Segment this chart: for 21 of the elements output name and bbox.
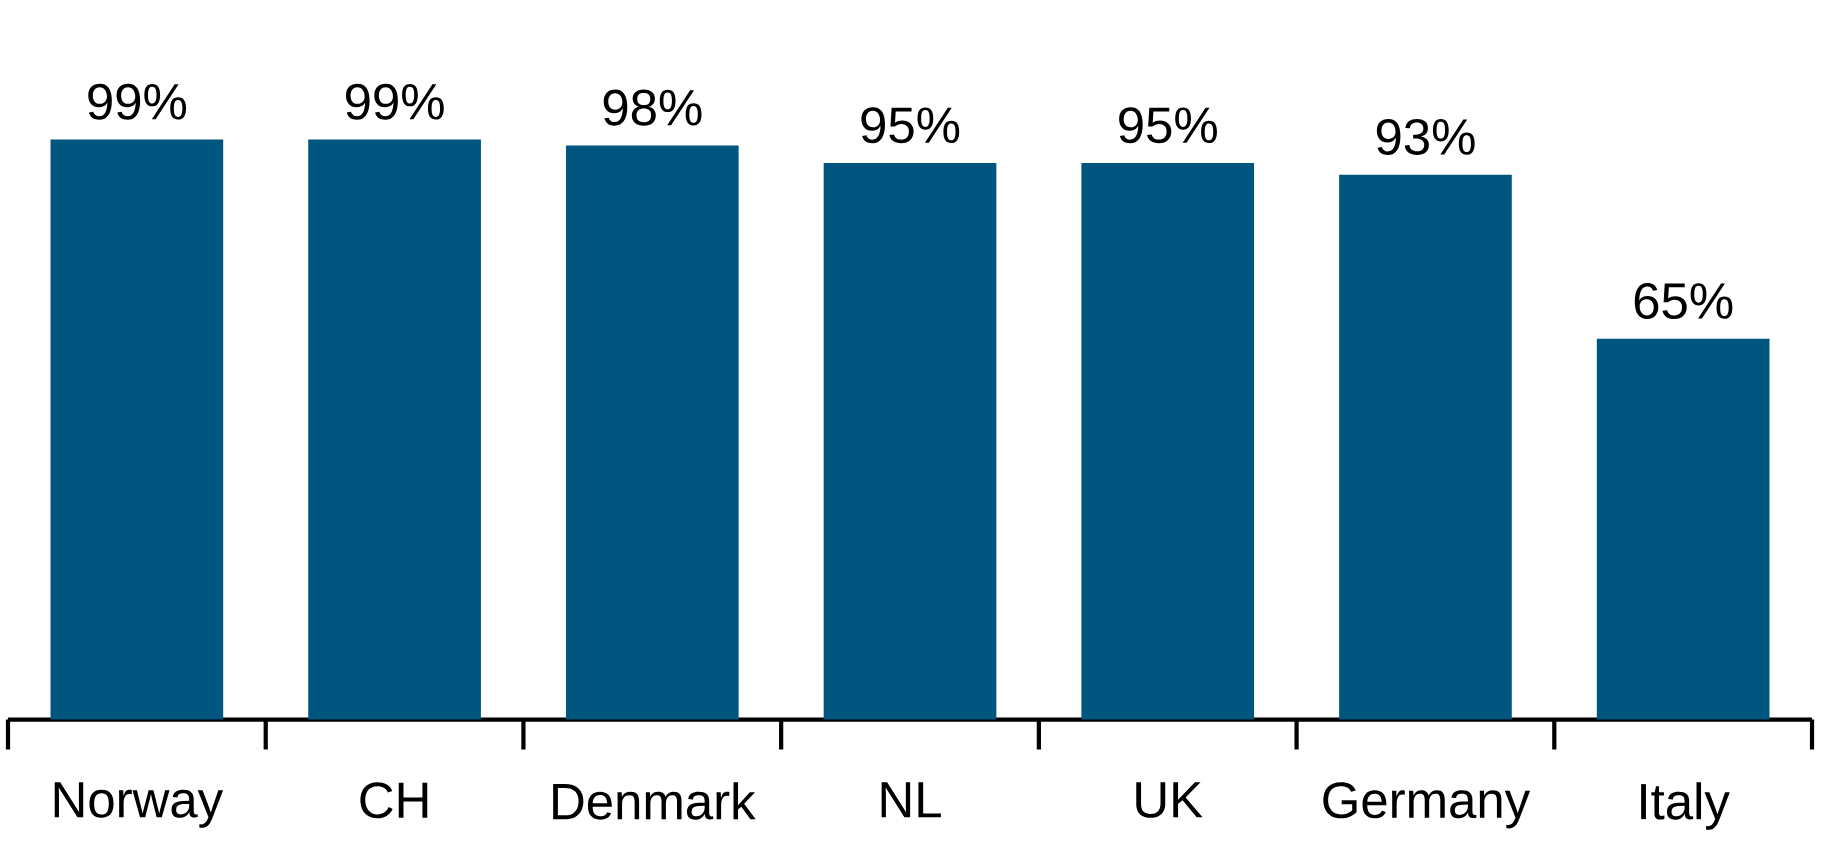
x-tick-label: UK	[1136, 782, 1203, 819]
data-label: 65%	[1634, 283, 1733, 320]
x-tick-label: Germany	[1323, 782, 1531, 829]
x-tick-label: NL	[881, 782, 941, 818]
x-tick-label: CH	[360, 782, 428, 819]
data-label: 99%	[88, 83, 187, 121]
bar	[1081, 163, 1255, 720]
bar	[823, 163, 997, 720]
data-label: 99%	[345, 83, 444, 121]
x-tick-label: Norway	[54, 782, 224, 829]
data-label: 95%	[1119, 107, 1217, 144]
data-label: 98%	[603, 89, 702, 126]
bar	[1339, 174, 1512, 720]
data-label: 93%	[1376, 119, 1475, 156]
data-label: 95%	[861, 107, 960, 144]
bar	[1596, 338, 1770, 720]
x-tick-label: Italy	[1641, 782, 1730, 830]
bar	[308, 139, 481, 720]
x-tick-label: Denmark	[553, 782, 756, 820]
bar	[565, 145, 739, 720]
bar	[50, 139, 224, 720]
